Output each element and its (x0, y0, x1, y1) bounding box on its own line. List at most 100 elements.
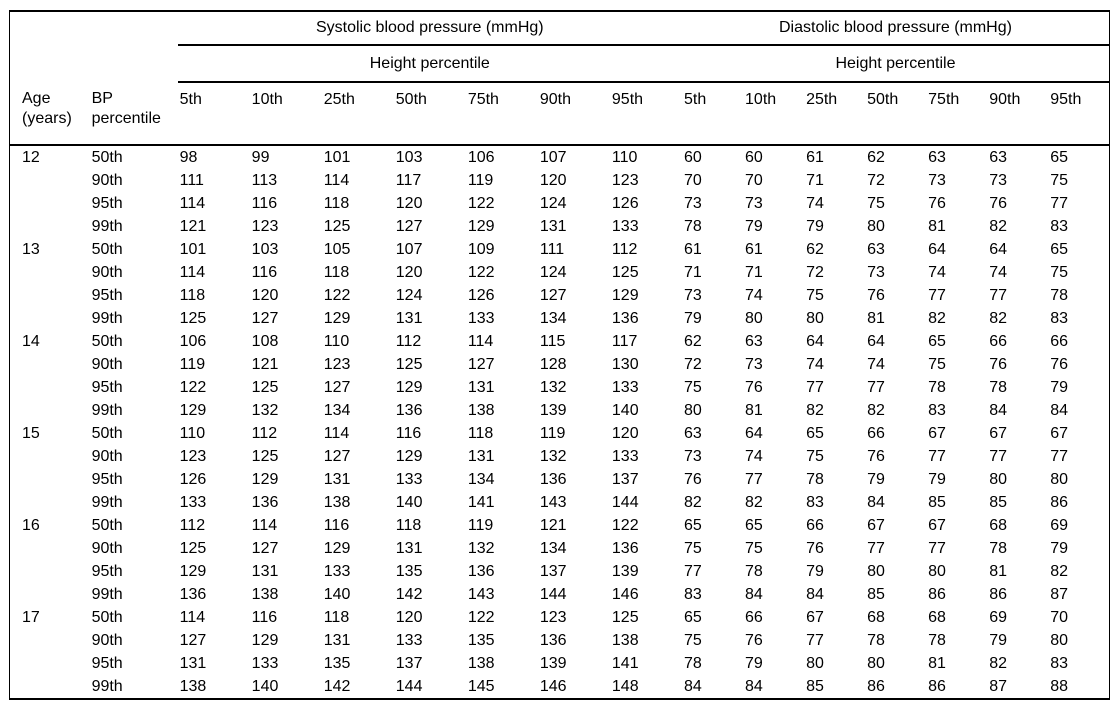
age-cell (10, 675, 90, 699)
diastolic-value-cell: 83 (1050, 655, 1069, 672)
systolic-value-cell: 133 (323, 563, 351, 580)
diastolic-value-cell: 85 (867, 586, 885, 603)
diastolic-height-percentile-label: Height percentile (681, 45, 1110, 83)
diastolic-value-cell: 83 (806, 494, 824, 511)
diastolic-value-cell: 84 (683, 678, 702, 695)
diastolic-value-cell: 82 (928, 310, 946, 327)
diastolic-value-cell: 77 (989, 287, 1007, 304)
age-cell (10, 491, 90, 514)
diastolic-value-cell: 80 (1050, 471, 1069, 488)
diastolic-value-cell: 75 (867, 195, 885, 212)
systolic-value-cell: 139 (611, 563, 639, 580)
systolic-value-cell: 125 (395, 356, 423, 373)
systolic-value-cell: 129 (251, 471, 279, 488)
diastolic-value-cell: 75 (806, 287, 824, 304)
diastolic-value-cell: 65 (683, 517, 702, 534)
systolic-value-cell: 141 (611, 655, 639, 672)
systolic-col-header-90th: 90th (537, 82, 610, 146)
table-row: 95th 126 129 131 133 134 136 137 76 77 78 79 79 80 80 (10, 468, 1110, 491)
diastolic-value-cell: 66 (867, 425, 885, 442)
diastolic-value-cell: 75 (683, 540, 702, 557)
diastolic-value-cell: 77 (928, 448, 946, 465)
systolic-value-cell: 123 (251, 218, 279, 235)
diastolic-value-cell: 76 (806, 540, 824, 557)
diastolic-value-cell: 67 (806, 609, 824, 626)
table-row: 99th 136 138 140 142 143 144 146 83 84 84 85 86 86 87 (10, 583, 1110, 606)
diastolic-value-cell: 70 (683, 172, 702, 189)
systolic-value-cell: 122 (179, 379, 207, 396)
systolic-value-cell: 148 (611, 678, 639, 695)
systolic-col-header-10th: 10th (249, 82, 322, 146)
systolic-value-cell: 120 (539, 172, 567, 189)
diastolic-value-cell: 67 (928, 517, 946, 534)
diastolic-value-cell: 78 (989, 540, 1007, 557)
systolic-value-cell: 116 (251, 195, 278, 212)
bp-percentile-cell: 90th (91, 448, 123, 465)
systolic-value-cell: 138 (251, 586, 279, 603)
systolic-value-cell: 107 (539, 149, 567, 166)
diastolic-value-cell: 79 (745, 218, 763, 235)
systolic-value-cell: 129 (179, 402, 207, 419)
systolic-value-cell: 134 (539, 540, 567, 557)
diastolic-value-cell: 79 (989, 632, 1007, 649)
diastolic-value-cell: 76 (928, 195, 946, 212)
diastolic-value-cell: 77 (867, 379, 885, 396)
diastolic-value-cell: 79 (745, 655, 763, 672)
table-header: Systolic blood pressure (mmHg) Diastolic… (9, 11, 1110, 146)
diastolic-value-cell: 62 (683, 333, 702, 350)
age-cell (10, 169, 90, 192)
table-row: 95th 129 131 133 135 136 137 139 77 78 79 80 80 81 82 (10, 560, 1110, 583)
diastolic-value-cell: 76 (989, 195, 1007, 212)
age-header-line2: (years) (22, 110, 72, 127)
systolic-value-cell: 101 (323, 149, 351, 166)
systolic-value-cell: 136 (539, 632, 567, 649)
diastolic-value-cell: 78 (867, 632, 885, 649)
diastolic-value-cell: 66 (989, 333, 1007, 350)
diastolic-value-cell: 74 (806, 356, 824, 373)
systolic-value-cell: 125 (251, 379, 279, 396)
diastolic-value-cell: 77 (1050, 195, 1069, 212)
systolic-value-cell: 123 (323, 356, 351, 373)
systolic-value-cell: 137 (611, 471, 639, 488)
table-row: 90th 127 129 131 133 135 136 138 75 76 77 78 78 79 80 (10, 629, 1110, 652)
diastolic-value-cell: 84 (806, 586, 824, 603)
systolic-value-cell: 121 (539, 517, 567, 534)
systolic-value-cell: 112 (179, 517, 206, 534)
diastolic-value-cell: 85 (989, 494, 1007, 511)
systolic-value-cell: 120 (611, 425, 639, 442)
systolic-value-cell: 120 (395, 609, 423, 626)
table-row: 90th 123 125 127 129 131 132 133 73 74 75 76 77 77 77 (10, 445, 1110, 468)
table-row: 90th 111 113 114 117 119 120 123 70 70 71 72 73 73 75 (10, 169, 1110, 192)
systolic-value-cell: 138 (467, 402, 495, 419)
systolic-value-cell: 145 (467, 678, 495, 695)
systolic-value-cell: 136 (251, 494, 279, 511)
diastolic-value-cell: 78 (989, 379, 1007, 396)
diastolic-value-cell: 72 (806, 264, 824, 281)
diastolic-value-cell: 67 (867, 517, 885, 534)
diastolic-value-cell: 74 (745, 287, 763, 304)
bp-header-line2: percentile (91, 110, 161, 127)
systolic-value-cell: 114 (323, 172, 350, 189)
age-cell (10, 261, 90, 284)
diastolic-value-cell: 76 (745, 632, 763, 649)
systolic-value-cell: 131 (251, 563, 279, 580)
bp-percentile-cell: 99th (91, 402, 123, 419)
systolic-value-cell: 129 (323, 310, 351, 327)
height-percentile-row: Height percentile Height percentile (10, 45, 1110, 83)
diastolic-value-cell: 80 (928, 563, 946, 580)
bp-percentile-cell: 90th (91, 632, 123, 649)
systolic-value-cell: 129 (395, 448, 423, 465)
bp-percentile-cell: 95th (91, 287, 123, 304)
diastolic-value-cell: 81 (928, 218, 946, 235)
systolic-value-cell: 140 (323, 586, 351, 603)
diastolic-value-cell: 80 (989, 471, 1007, 488)
diastolic-value-cell: 71 (745, 264, 763, 281)
systolic-value-cell: 144 (539, 586, 567, 603)
age-cell (10, 629, 90, 652)
systolic-value-cell: 127 (323, 448, 351, 465)
systolic-value-cell: 123 (179, 448, 207, 465)
table-row: 16 50th 112 114 116 118 119 121 122 65 65 66 67 67 68 6… (10, 514, 1110, 537)
systolic-value-cell: 146 (539, 678, 567, 695)
systolic-value-cell: 129 (179, 563, 207, 580)
systolic-value-cell: 133 (395, 471, 423, 488)
